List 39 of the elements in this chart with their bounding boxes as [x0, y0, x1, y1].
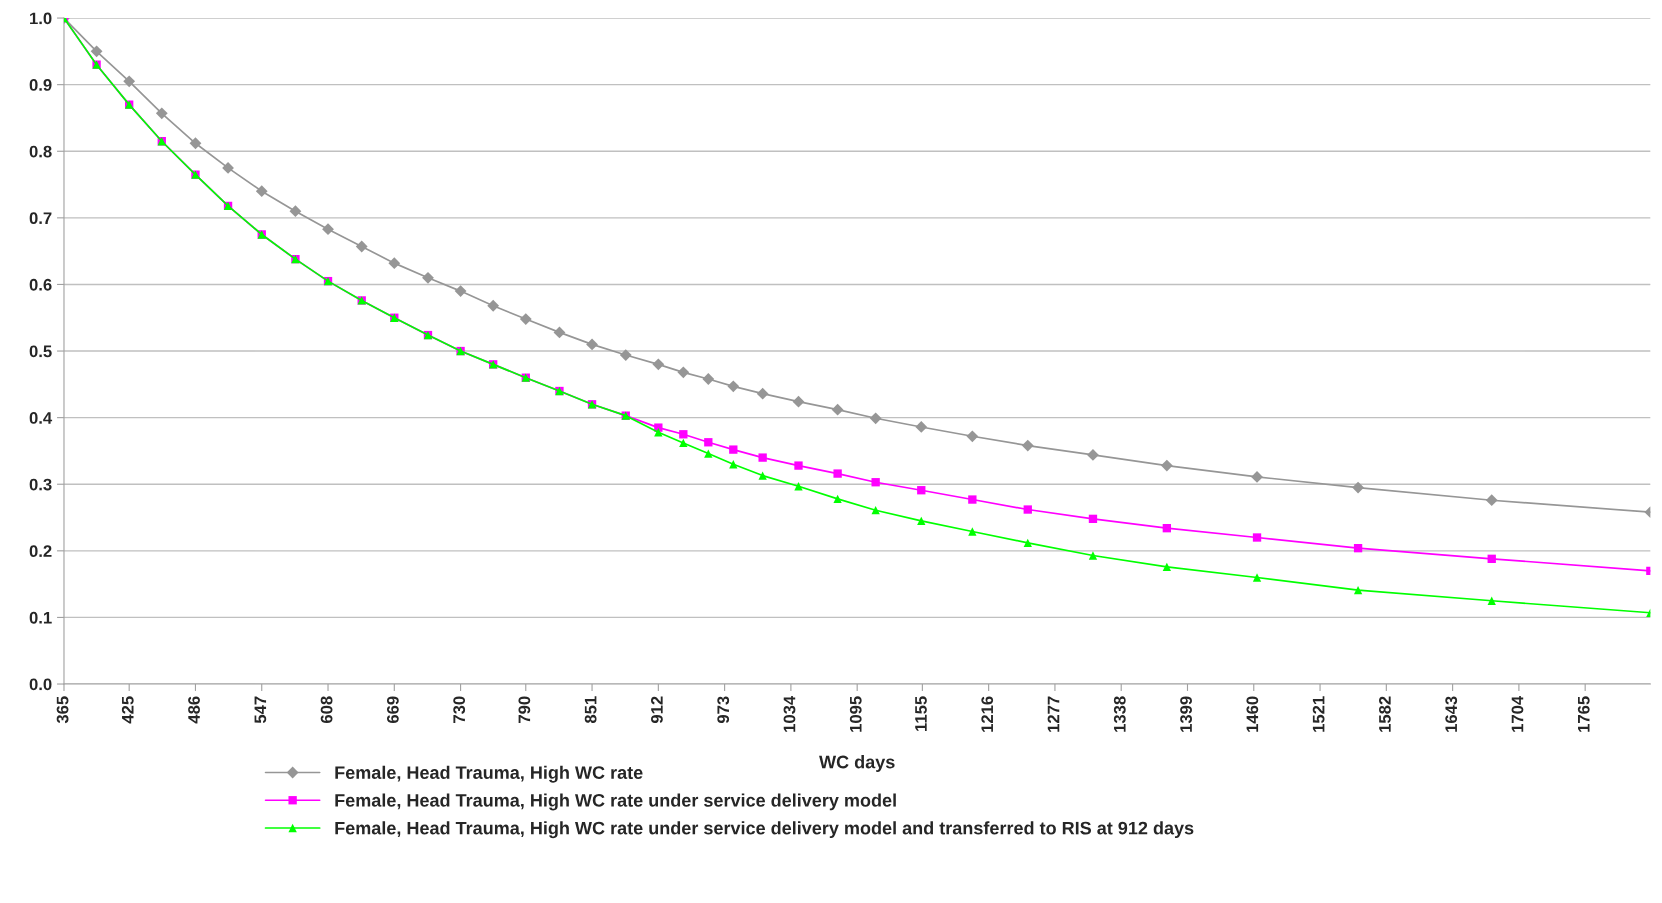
y-tick-label: 0.0: [29, 678, 52, 691]
x-tick-label: 1216: [981, 696, 994, 732]
x-tick-label: 486: [188, 696, 200, 724]
x-tick-label: 790: [518, 696, 531, 723]
x-tick-label: 973: [717, 696, 730, 724]
x-tick-label: 912: [651, 696, 663, 724]
x-tick-label: 1155: [915, 696, 927, 731]
legend-label: Female, Head Trauma, High WC rate under service delivery model: [335, 793, 896, 811]
x-tick-label: 1765: [1577, 696, 1590, 732]
y-tick-label: 0.5: [29, 345, 52, 358]
y-tick-label: 0.3: [29, 478, 52, 491]
x-tick-label: 1338: [1113, 696, 1126, 732]
x-tick-label: 1521: [1312, 696, 1325, 732]
legend-label: Female, Head Trauma, High WC rate under service delivery model and transferred to RIS at 912 days: [335, 821, 1194, 839]
x-tick-label: 1460: [1246, 696, 1259, 732]
x-tick-label: 1643: [1445, 696, 1458, 732]
x-tick-label: 425: [121, 696, 134, 724]
x-tick-label: 547: [254, 696, 267, 724]
x-tick-label: 851: [584, 696, 597, 724]
x-tick-label: 1399: [1180, 696, 1192, 732]
x-tick-label: 365: [56, 696, 69, 724]
x-tick-label: 1582: [1379, 696, 1391, 732]
x-tick-label: 1277: [1047, 696, 1060, 732]
y-tick-label: 1.0: [30, 12, 52, 25]
x-tick-label: 1704: [1511, 695, 1524, 732]
y-tick-label: 0.8: [29, 145, 52, 158]
y-tick-label: 0.4: [29, 412, 53, 424]
x-tick-label: 1034: [783, 695, 796, 732]
x-axis-title: WC days: [819, 755, 895, 772]
x-tick-label: 1095: [849, 696, 862, 732]
y-tick-label: 0.2: [29, 545, 52, 558]
y-tick-label: 0.1: [29, 611, 52, 624]
y-tick-label: 0.6: [29, 278, 52, 291]
x-tick-label: 730: [453, 696, 466, 723]
x-tick-label: 669: [386, 696, 399, 724]
x-tick-label: 608: [320, 696, 333, 724]
y-tick-label: 0.7: [29, 212, 52, 225]
y-tick-label: 0.9: [29, 79, 52, 91]
legend-label: Female, Head Trauma, High WC rate: [335, 765, 643, 783]
